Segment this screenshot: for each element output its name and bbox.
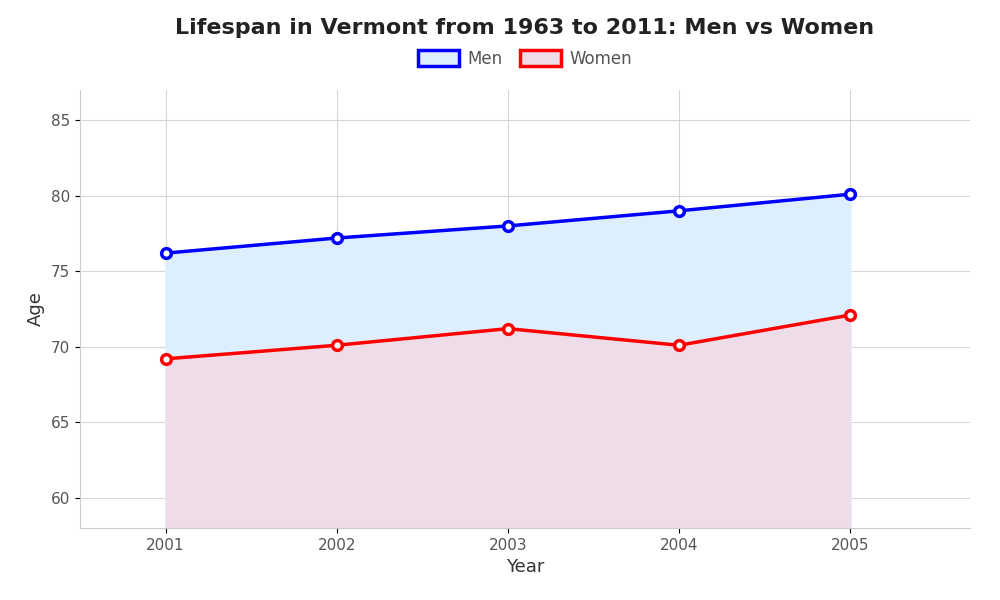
X-axis label: Year: Year (506, 558, 544, 576)
Legend: Men, Women: Men, Women (409, 41, 641, 76)
Y-axis label: Age: Age (27, 292, 45, 326)
Title: Lifespan in Vermont from 1963 to 2011: Men vs Women: Lifespan in Vermont from 1963 to 2011: M… (175, 19, 875, 38)
